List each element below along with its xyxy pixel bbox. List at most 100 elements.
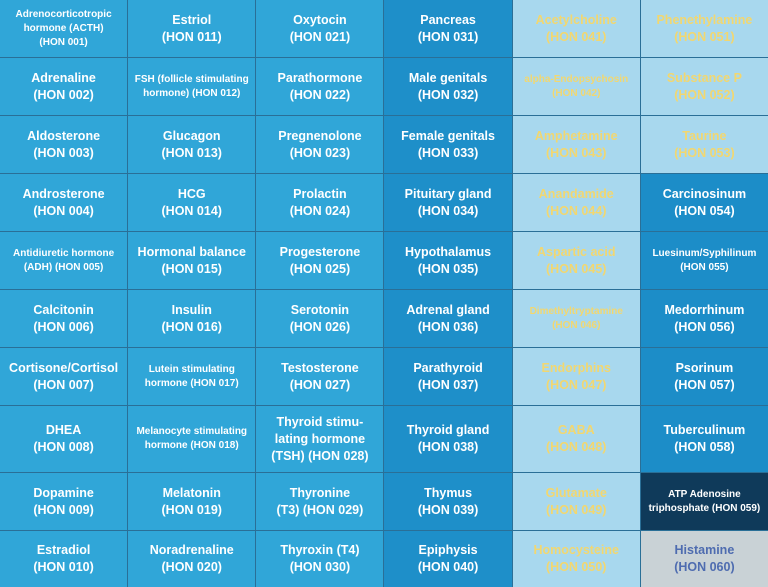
- cell-code: (HON 022): [289, 87, 351, 102]
- cell-code: (HON 048): [546, 440, 607, 454]
- cell-hon-004[interactable]: Androsterone (HON 004): [0, 174, 128, 231]
- cell-code: (HON 011): [161, 29, 222, 44]
- cell-code: (HON 047): [546, 377, 607, 392]
- cell-hon-058[interactable]: Tuberculinum (HON 058): [640, 406, 768, 472]
- cell-name: GABA: [557, 423, 595, 437]
- cell-name: Estriol: [172, 12, 212, 27]
- cell-hon-054[interactable]: Carcinosinum (HON 054): [640, 174, 768, 231]
- cell-hon-013[interactable]: Glucagon (HON 013): [128, 116, 256, 173]
- cell-code: (HON 034): [417, 203, 479, 218]
- cell-hon-018[interactable]: Melanocyte stimulating hormone (HON 018): [128, 406, 256, 472]
- cell-hon-032[interactable]: Male genitals (HON 032): [384, 58, 512, 115]
- cell-hon-023[interactable]: Pregnenolone (HON 023): [256, 116, 384, 173]
- cell-hon-011[interactable]: Estriol (HON 011): [128, 0, 256, 57]
- cell-name: HCG: [177, 186, 206, 201]
- cell-name: Androsterone: [22, 186, 105, 201]
- cell-code: (HON 043): [546, 145, 607, 160]
- cell-hon-025[interactable]: Progesterone (HON 025): [256, 232, 384, 289]
- cell-hon-046[interactable]: Dimethyltryptamine (HON 046): [512, 290, 640, 347]
- cell-hon-010[interactable]: Estradiol (HON 010): [0, 531, 128, 587]
- cell-hon-012[interactable]: FSH (follicle stimulating hormone) (HON 0…: [128, 58, 256, 115]
- cell-hon-048[interactable]: GABA (HON 048): [512, 406, 640, 472]
- cell-name: Antidiuretic hormone: [13, 247, 115, 259]
- cell-hon-028[interactable]: Thyroid stimu-lating hormone (TSH) (HON 0…: [256, 406, 384, 472]
- cell-hon-021[interactable]: Oxytocin (HON 021): [256, 0, 384, 57]
- cell-hon-009[interactable]: Dopamine (HON 009): [0, 473, 128, 530]
- cell-hon-003[interactable]: Aldosterone (HON 003): [0, 116, 128, 173]
- cell-hon-040[interactable]: Epiphysis (HON 040): [384, 531, 512, 587]
- cell-code: (HON 014): [161, 203, 222, 218]
- cell-hon-036[interactable]: Adrenal gland (HON 036): [384, 290, 512, 347]
- cell-hon-029[interactable]: Thyronine (T3) (HON 029): [256, 473, 384, 530]
- cell-hon-038[interactable]: Thyroid gland (HON 038): [384, 406, 512, 472]
- cell-name: Thyroid gland: [406, 423, 490, 437]
- cell-hon-014[interactable]: HCG (HON 014): [128, 174, 256, 231]
- cell-hon-056[interactable]: Medorrhinum (HON 056): [640, 290, 768, 347]
- cell-code: (HON 025): [289, 261, 351, 276]
- cell-code: (HON 050): [546, 560, 607, 574]
- cell-name: Pregnenolone: [278, 128, 362, 143]
- cell-hon-043[interactable]: Amphetamine (HON 043): [512, 116, 640, 173]
- cell-hon-057[interactable]: Psorinum (HON 057): [640, 348, 768, 405]
- cell-name: ATP Adenosine: [668, 488, 741, 500]
- cell-hon-015[interactable]: Hormonal balance (HON 015): [128, 232, 256, 289]
- cell-code: (HON 010): [33, 560, 94, 574]
- cell-hon-053[interactable]: Taurine (HON 053): [640, 116, 768, 173]
- cell-hon-047[interactable]: Endorphins (HON 047): [512, 348, 640, 405]
- cell-hon-016[interactable]: Insulin (HON 016): [128, 290, 256, 347]
- cell-hon-041[interactable]: Acetylcholine (HON 041): [512, 0, 640, 57]
- cell-hon-050[interactable]: Homocysteine (HON 050): [512, 531, 640, 587]
- cell-hon-024[interactable]: Prolactin (HON 024): [256, 174, 384, 231]
- cell-code: (HON 051): [674, 29, 735, 44]
- cell-code: hormone (HON 018): [144, 440, 239, 451]
- cell-hon-055[interactable]: Luesinum/Syphilinum (HON 055): [640, 232, 768, 289]
- cell-code: (HON 057): [674, 377, 735, 392]
- cell-code: (HON 040): [417, 560, 479, 574]
- cell-hon-017[interactable]: Lutein stimulating hormone (HON 017): [128, 348, 256, 405]
- cell-name: Thyronine: [289, 485, 351, 500]
- cell-hon-037[interactable]: Parathyroid (HON 037): [384, 348, 512, 405]
- cell-hon-002[interactable]: Adrenaline (HON 002): [0, 58, 128, 115]
- cell-name: Glutamate: [545, 485, 607, 500]
- cell-hon-005[interactable]: Antidiuretic hormone (ADH) (HON 005): [0, 232, 128, 289]
- cell-code: (HON 030): [289, 560, 351, 574]
- cell-code: (HON 031): [417, 29, 479, 44]
- cell-name: Medorrhinum: [664, 302, 745, 317]
- cell-hon-052[interactable]: Substance P (HON 052): [640, 58, 768, 115]
- cell-hon-044[interactable]: Anandamide (HON 044): [512, 174, 640, 231]
- cell-hon-008[interactable]: DHEA (HON 008): [0, 406, 128, 472]
- cell-hon-049[interactable]: Glutamate (HON 049): [512, 473, 640, 530]
- cell-hon-039[interactable]: Thymus (HON 039): [384, 473, 512, 530]
- cell-name: Thyroid stimu-: [276, 414, 364, 429]
- cell-hon-007[interactable]: Cortisone/Cortisol (HON 007): [0, 348, 128, 405]
- cell-code: (HON 027): [289, 377, 351, 392]
- cell-hon-006[interactable]: Calcitonin (HON 006): [0, 290, 128, 347]
- cell-hon-034[interactable]: Pituitary gland (HON 034): [384, 174, 512, 231]
- cell-hon-001[interactable]: Adrenocorticotropic hormone (ACTH) (HON 00…: [0, 0, 128, 57]
- cell-name: Male genitals: [408, 70, 488, 85]
- cell-hon-035[interactable]: Hypothalamus (HON 035): [384, 232, 512, 289]
- cell-hon-030[interactable]: Thyroxin (T4) (HON 030): [256, 531, 384, 587]
- cell-code: (HON 007): [33, 377, 94, 392]
- cell-code: (HON 035): [417, 261, 479, 276]
- cell-code: (HON 042): [552, 87, 601, 99]
- cell-hon-033[interactable]: Female genitals (HON 033): [384, 116, 512, 173]
- cell-name: Oxytocin: [293, 12, 347, 27]
- cell-hon-051[interactable]: Phenethylamine (HON 051): [640, 0, 768, 57]
- cell-hon-059[interactable]: ATP Adenosine triphosphate (HON 059): [640, 473, 768, 530]
- cell-hon-031[interactable]: Pancreas (HON 031): [384, 0, 512, 57]
- cell-hon-026[interactable]: Serotonin (HON 026): [256, 290, 384, 347]
- cell-hon-045[interactable]: Aspartic acid (HON 045): [512, 232, 640, 289]
- cell-hon-019[interactable]: Melatonin (HON 019): [128, 473, 256, 530]
- cell-hon-042[interactable]: alpha-Endopsychosin (HON 042): [512, 58, 640, 115]
- cell-name: Anandamide: [538, 186, 614, 201]
- cell-hon-060[interactable]: Histamine (HON 060): [640, 531, 768, 587]
- cell-hon-020[interactable]: Noradrenaline (HON 020): [128, 531, 256, 587]
- cell-hon-027[interactable]: Testosterone (HON 027): [256, 348, 384, 405]
- cell-name: Parathyroid: [413, 360, 483, 375]
- cell-hon-022[interactable]: Parathormone (HON 022): [256, 58, 384, 115]
- cell-name-cont: lating hormone: [274, 431, 366, 446]
- cell-name: Tuberculinum: [663, 423, 746, 437]
- cell-code: hormone (HON 017): [144, 377, 239, 389]
